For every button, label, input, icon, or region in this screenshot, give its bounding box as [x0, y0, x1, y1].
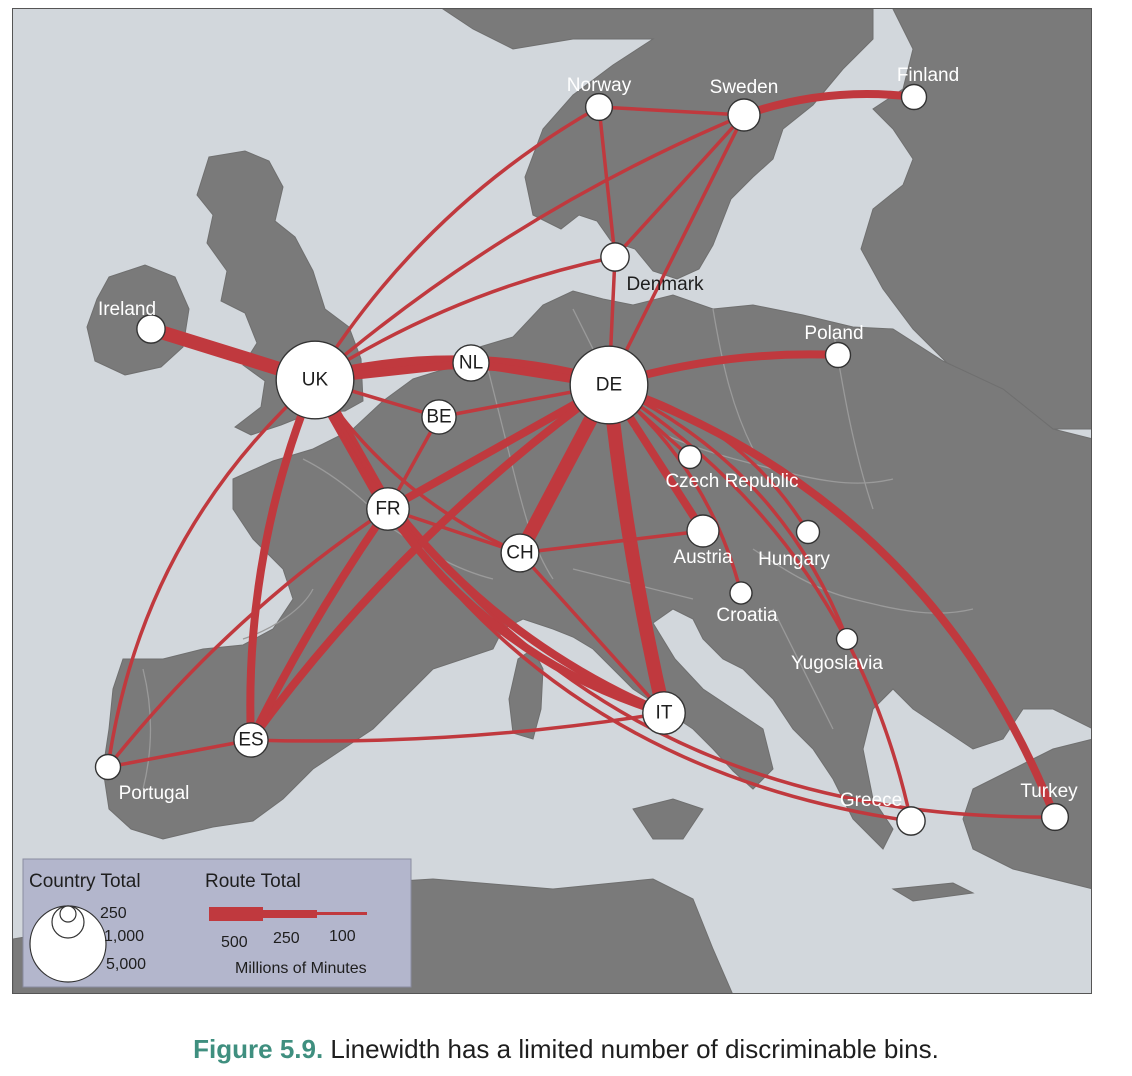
- legend-country-value-1000: 1,000: [104, 928, 144, 945]
- route-fr-it: [384, 505, 668, 717]
- map-frame: UK DE FR IT CH NL BE ES Sweden Denmark Norway Finla…: [12, 8, 1092, 994]
- route-uk-sweden: [313, 113, 746, 382]
- route-fr-es: [247, 505, 392, 744]
- route-sweden-finland: [740, 90, 918, 119]
- route-sweden-denmark: [613, 113, 746, 259]
- figure-number: Figure 5.9.: [193, 1034, 324, 1064]
- legend-country-value-250: 250: [100, 905, 127, 922]
- node-it: [642, 691, 686, 735]
- figure-caption: Figure 5.9. Linewidth has a limited numb…: [0, 1034, 1132, 1065]
- label-be: BE: [426, 407, 451, 428]
- route-norway-denmark: [597, 105, 617, 259]
- label-hungary: Hungary: [758, 549, 830, 570]
- label-portugal: Portugal: [119, 783, 190, 804]
- node-be: [421, 399, 457, 435]
- node-austria: [686, 514, 720, 548]
- node-ireland: [136, 314, 166, 344]
- node-hungary: [795, 519, 821, 545]
- node-ch: [500, 533, 540, 573]
- label-turkey: Turkey: [1020, 781, 1078, 802]
- label-sweden: Sweden: [710, 77, 779, 98]
- legend-circle-250: [59, 905, 77, 923]
- node-finland: [900, 83, 928, 111]
- node-poland: [824, 341, 852, 369]
- route-es-it: [249, 711, 666, 743]
- label-yugoslavia: Yugoslavia: [791, 653, 883, 674]
- route-de-greece: [607, 383, 913, 823]
- legend-route-value-250: 250: [273, 930, 300, 947]
- label-norway: Norway: [567, 75, 632, 96]
- label-czech: Czech Republic: [665, 471, 798, 492]
- finland-russia: [860, 9, 1091, 430]
- caption-text: Linewidth has a limited number of discri…: [323, 1034, 939, 1064]
- ireland: [86, 264, 190, 376]
- label-ch: CH: [506, 543, 533, 564]
- sicily: [632, 798, 704, 840]
- node-denmark: [600, 242, 630, 272]
- node-croatia: [729, 581, 753, 605]
- node-yugoslavia: [835, 627, 859, 651]
- legend-route-title: Route Total: [205, 871, 301, 892]
- route-uk-denmark: [313, 255, 617, 382]
- label-ireland: Ireland: [98, 299, 156, 320]
- route-de-turkey: [605, 381, 1059, 821]
- route-ch-it: [518, 551, 666, 715]
- route-uk-portugal: [106, 378, 317, 769]
- label-croatia: Croatia: [716, 605, 778, 626]
- node-czech: [677, 444, 703, 470]
- node-uk: [275, 340, 355, 420]
- crete: [891, 882, 975, 902]
- legend: Country Total 250 1,000 5,000 Route Tota…: [22, 858, 412, 988]
- legend-route-250: [261, 910, 317, 918]
- node-es: [233, 722, 269, 758]
- route-de-yugoslavia: [607, 383, 849, 641]
- legend-route-value-500: 500: [221, 934, 248, 951]
- legend-route-value-100: 100: [329, 928, 356, 945]
- label-austria: Austria: [673, 547, 733, 568]
- legend-route-500: [209, 907, 263, 921]
- route-uk-norway: [313, 105, 601, 382]
- legend-country-value-5000: 5,000: [106, 956, 146, 973]
- label-uk: UK: [302, 370, 329, 391]
- legend-route-100: [315, 912, 367, 915]
- nodes: UK DE FR IT CH NL BE ES Sweden Denmark Norway Finla…: [94, 65, 1078, 836]
- node-de: [569, 345, 649, 425]
- route-de-it: [602, 378, 671, 720]
- route-ch-austria: [518, 529, 705, 555]
- node-fr: [366, 487, 410, 531]
- label-greece: Greece: [840, 790, 902, 811]
- node-portugal: [94, 753, 122, 781]
- label-denmark: Denmark: [626, 274, 704, 295]
- label-poland: Poland: [804, 323, 863, 344]
- route-fr-portugal: [106, 507, 390, 769]
- legend-units: Millions of Minutes: [235, 960, 367, 977]
- node-greece: [896, 806, 926, 836]
- node-norway: [584, 92, 614, 122]
- node-turkey: [1040, 802, 1070, 832]
- europe-map: UK DE FR IT CH NL BE ES Sweden Denmark Norway Finla…: [13, 9, 1091, 993]
- node-nl: [452, 344, 490, 382]
- node-sweden: [727, 98, 761, 132]
- label-fr: FR: [375, 499, 400, 520]
- label-de: DE: [596, 375, 622, 396]
- label-finland: Finland: [897, 65, 959, 86]
- label-nl: NL: [459, 353, 483, 374]
- route-uk-es: [246, 376, 319, 744]
- route-sweden-norway: [597, 105, 746, 117]
- label-it: IT: [656, 703, 673, 724]
- label-es: ES: [238, 730, 263, 751]
- route-uk-greece: [313, 378, 913, 823]
- legend-country-title: Country Total: [29, 871, 141, 892]
